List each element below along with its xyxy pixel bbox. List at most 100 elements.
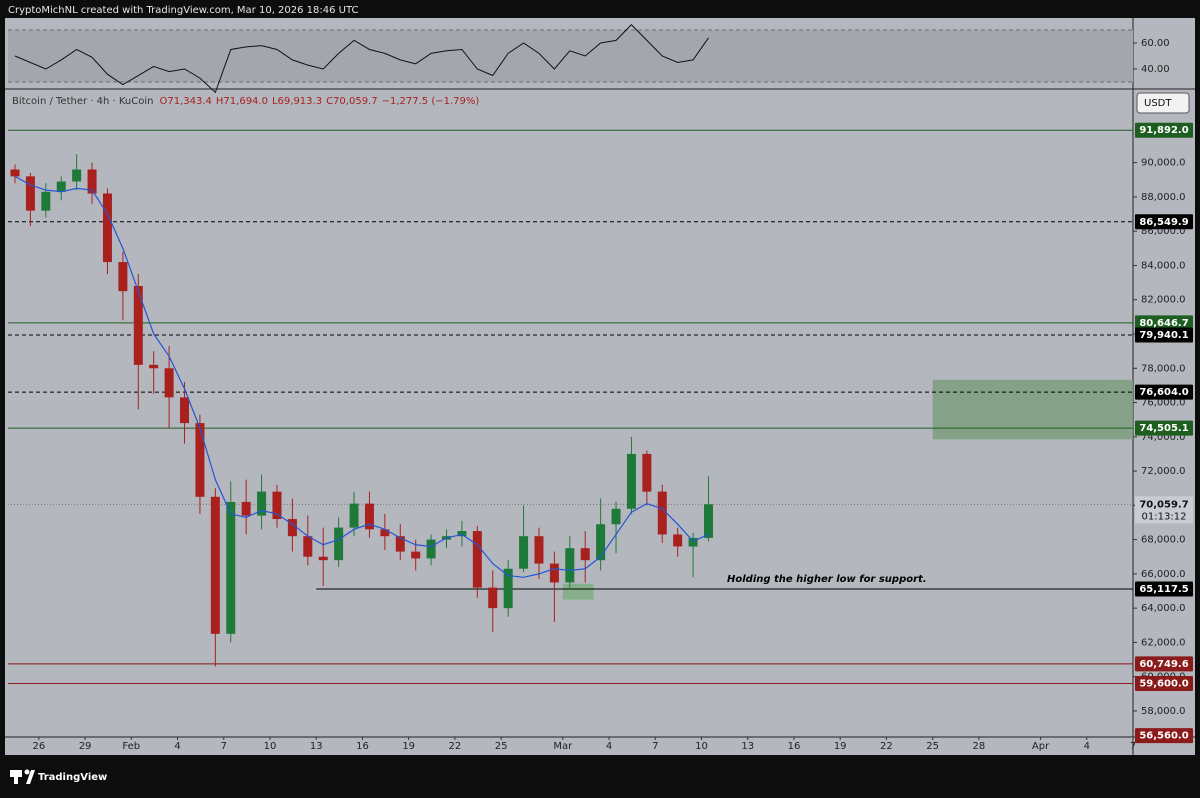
candle-body — [334, 527, 344, 561]
moving-average — [14, 175, 709, 578]
level-label-box — [1135, 214, 1193, 230]
candle-body — [118, 262, 128, 292]
candle-body — [87, 169, 97, 194]
candle-body — [272, 491, 282, 520]
candle-body — [102, 193, 112, 263]
rsi-tick-label: 40.00 — [1141, 64, 1170, 75]
candle-body — [565, 548, 575, 583]
candle-body — [426, 539, 436, 559]
y-tick-label: 64,000.0 — [1141, 603, 1186, 614]
x-tick-label: 4 — [174, 741, 180, 752]
candle-body — [303, 536, 313, 557]
zone — [932, 379, 1133, 440]
x-tick-label: 25 — [495, 741, 508, 752]
x-tick-label: 13 — [310, 741, 323, 752]
x-tick-label: 4 — [1084, 741, 1090, 752]
candle-body — [41, 191, 51, 211]
x-tick-label: Mar — [553, 741, 573, 752]
candle-body — [180, 397, 190, 424]
y-tick-label: 84,000.0 — [1141, 260, 1186, 271]
y-tick-label: 88,000.0 — [1141, 192, 1186, 203]
y-tick-label: 86,000.0 — [1141, 226, 1186, 237]
ohlc-value: L69,913.3 — [272, 96, 322, 107]
candle-body — [72, 169, 82, 182]
y-tick-label: 74,000.0 — [1141, 432, 1186, 443]
x-tick-label: 26 — [32, 741, 45, 752]
ohlc-value: H71,694.0 — [216, 96, 268, 107]
candle-body — [364, 503, 374, 530]
candle-body — [349, 503, 359, 528]
zone — [562, 583, 594, 600]
candle-body — [241, 501, 251, 516]
candle-body — [472, 531, 482, 588]
currency[interactable]: USDT — [1144, 98, 1172, 109]
candle-body — [642, 453, 652, 492]
x-tick-label: 16 — [356, 741, 369, 752]
x-tick-label: 19 — [834, 741, 847, 752]
level-label: 91,892.0 — [1139, 125, 1188, 136]
x-tick-label: 7 — [652, 741, 658, 752]
candle-body — [626, 453, 636, 509]
candle-body — [657, 491, 667, 535]
level-label: 74,505.1 — [1139, 423, 1188, 434]
last-price-box — [1135, 496, 1193, 524]
candle-body — [549, 563, 559, 583]
level-label: 80,646.7 — [1139, 318, 1188, 329]
x-tick-label: Feb — [122, 741, 140, 752]
y-tick-label: 68,000.0 — [1141, 535, 1186, 546]
rsi-tick-label: 60.00 — [1141, 38, 1170, 49]
x-tick-label: 22 — [880, 741, 893, 752]
candle-body — [164, 368, 174, 398]
x-tick-label: 25 — [926, 741, 939, 752]
brand: TradingView — [38, 772, 107, 783]
x-tick-label: 4 — [606, 741, 612, 752]
x-tick-label: 22 — [449, 741, 462, 752]
x-tick-label: 19 — [402, 741, 415, 752]
level-label-box — [1135, 581, 1193, 597]
level-label: 79,940.1 — [1139, 330, 1188, 341]
x-tick-label: 29 — [79, 741, 92, 752]
currency-box[interactable] — [1136, 92, 1190, 114]
candle-body — [210, 496, 220, 634]
y-tick-label: 72,000.0 — [1141, 466, 1186, 477]
candle-body — [580, 548, 590, 561]
x-tick-label: 13 — [741, 741, 754, 752]
candle-body — [673, 534, 683, 547]
candle-body — [688, 537, 698, 547]
y-tick-label: 66,000.0 — [1141, 569, 1186, 580]
level-label-box — [1135, 327, 1193, 343]
ohlc-value: O71,343.4 — [160, 96, 212, 107]
candle-body — [149, 364, 159, 369]
candle-body — [133, 286, 143, 365]
level-label-box — [1135, 420, 1193, 436]
ohlc-value: C70,059.7 — [326, 96, 378, 107]
last-price-label: 70,059.7 — [1139, 499, 1188, 510]
candle-body — [195, 423, 205, 497]
candle-body — [703, 504, 713, 538]
level-label-box — [1135, 384, 1193, 400]
level-label-box — [1135, 122, 1193, 138]
candle-body — [519, 536, 529, 569]
candle-body — [56, 181, 66, 192]
y-tick-label: 62,000.0 — [1141, 637, 1186, 648]
candle-body — [395, 536, 405, 552]
x-tick-label: 16 — [788, 741, 801, 752]
candle-body — [611, 508, 621, 525]
level-label: 65,117.5 — [1139, 584, 1188, 595]
candle-body — [380, 529, 390, 537]
candle-body — [457, 531, 467, 537]
header: CryptoMichNL created with TradingView.co… — [8, 5, 359, 16]
ohlc-value: −1,277.5 (−1.79%) — [382, 96, 480, 107]
level-label-box — [1135, 728, 1193, 744]
rsi-line — [14, 24, 709, 94]
rsi-band — [8, 29, 1133, 83]
candle-body — [534, 536, 544, 564]
candle-body — [226, 501, 236, 634]
x-tick-label: 28 — [973, 741, 986, 752]
x-tick-label: 10 — [695, 741, 708, 752]
candle-body — [25, 176, 35, 211]
y-tick-label: 76,000.0 — [1141, 398, 1186, 409]
x-tick-label: Apr — [1032, 741, 1050, 752]
